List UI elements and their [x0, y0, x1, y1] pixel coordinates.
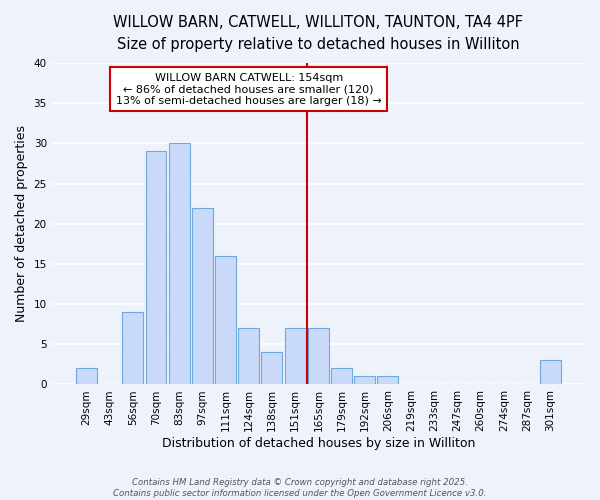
Bar [238, 328, 259, 384]
Bar [540, 360, 561, 384]
Bar [262, 352, 283, 384]
Bar [169, 144, 190, 384]
Title: WILLOW BARN, CATWELL, WILLITON, TAUNTON, TA4 4PF
Size of property relative to de: WILLOW BARN, CATWELL, WILLITON, TAUNTON,… [113, 15, 523, 52]
Bar [308, 328, 329, 384]
Bar [215, 256, 236, 384]
X-axis label: Distribution of detached houses by size in Williton: Distribution of detached houses by size … [161, 437, 475, 450]
Bar [284, 328, 305, 384]
Text: Contains HM Land Registry data © Crown copyright and database right 2025.
Contai: Contains HM Land Registry data © Crown c… [113, 478, 487, 498]
Text: WILLOW BARN CATWELL: 154sqm
← 86% of detached houses are smaller (120)
13% of se: WILLOW BARN CATWELL: 154sqm ← 86% of det… [116, 72, 382, 106]
Bar [76, 368, 97, 384]
Bar [377, 376, 398, 384]
Bar [354, 376, 375, 384]
Bar [146, 152, 166, 384]
Y-axis label: Number of detached properties: Number of detached properties [15, 126, 28, 322]
Bar [122, 312, 143, 384]
Bar [331, 368, 352, 384]
Bar [192, 208, 213, 384]
